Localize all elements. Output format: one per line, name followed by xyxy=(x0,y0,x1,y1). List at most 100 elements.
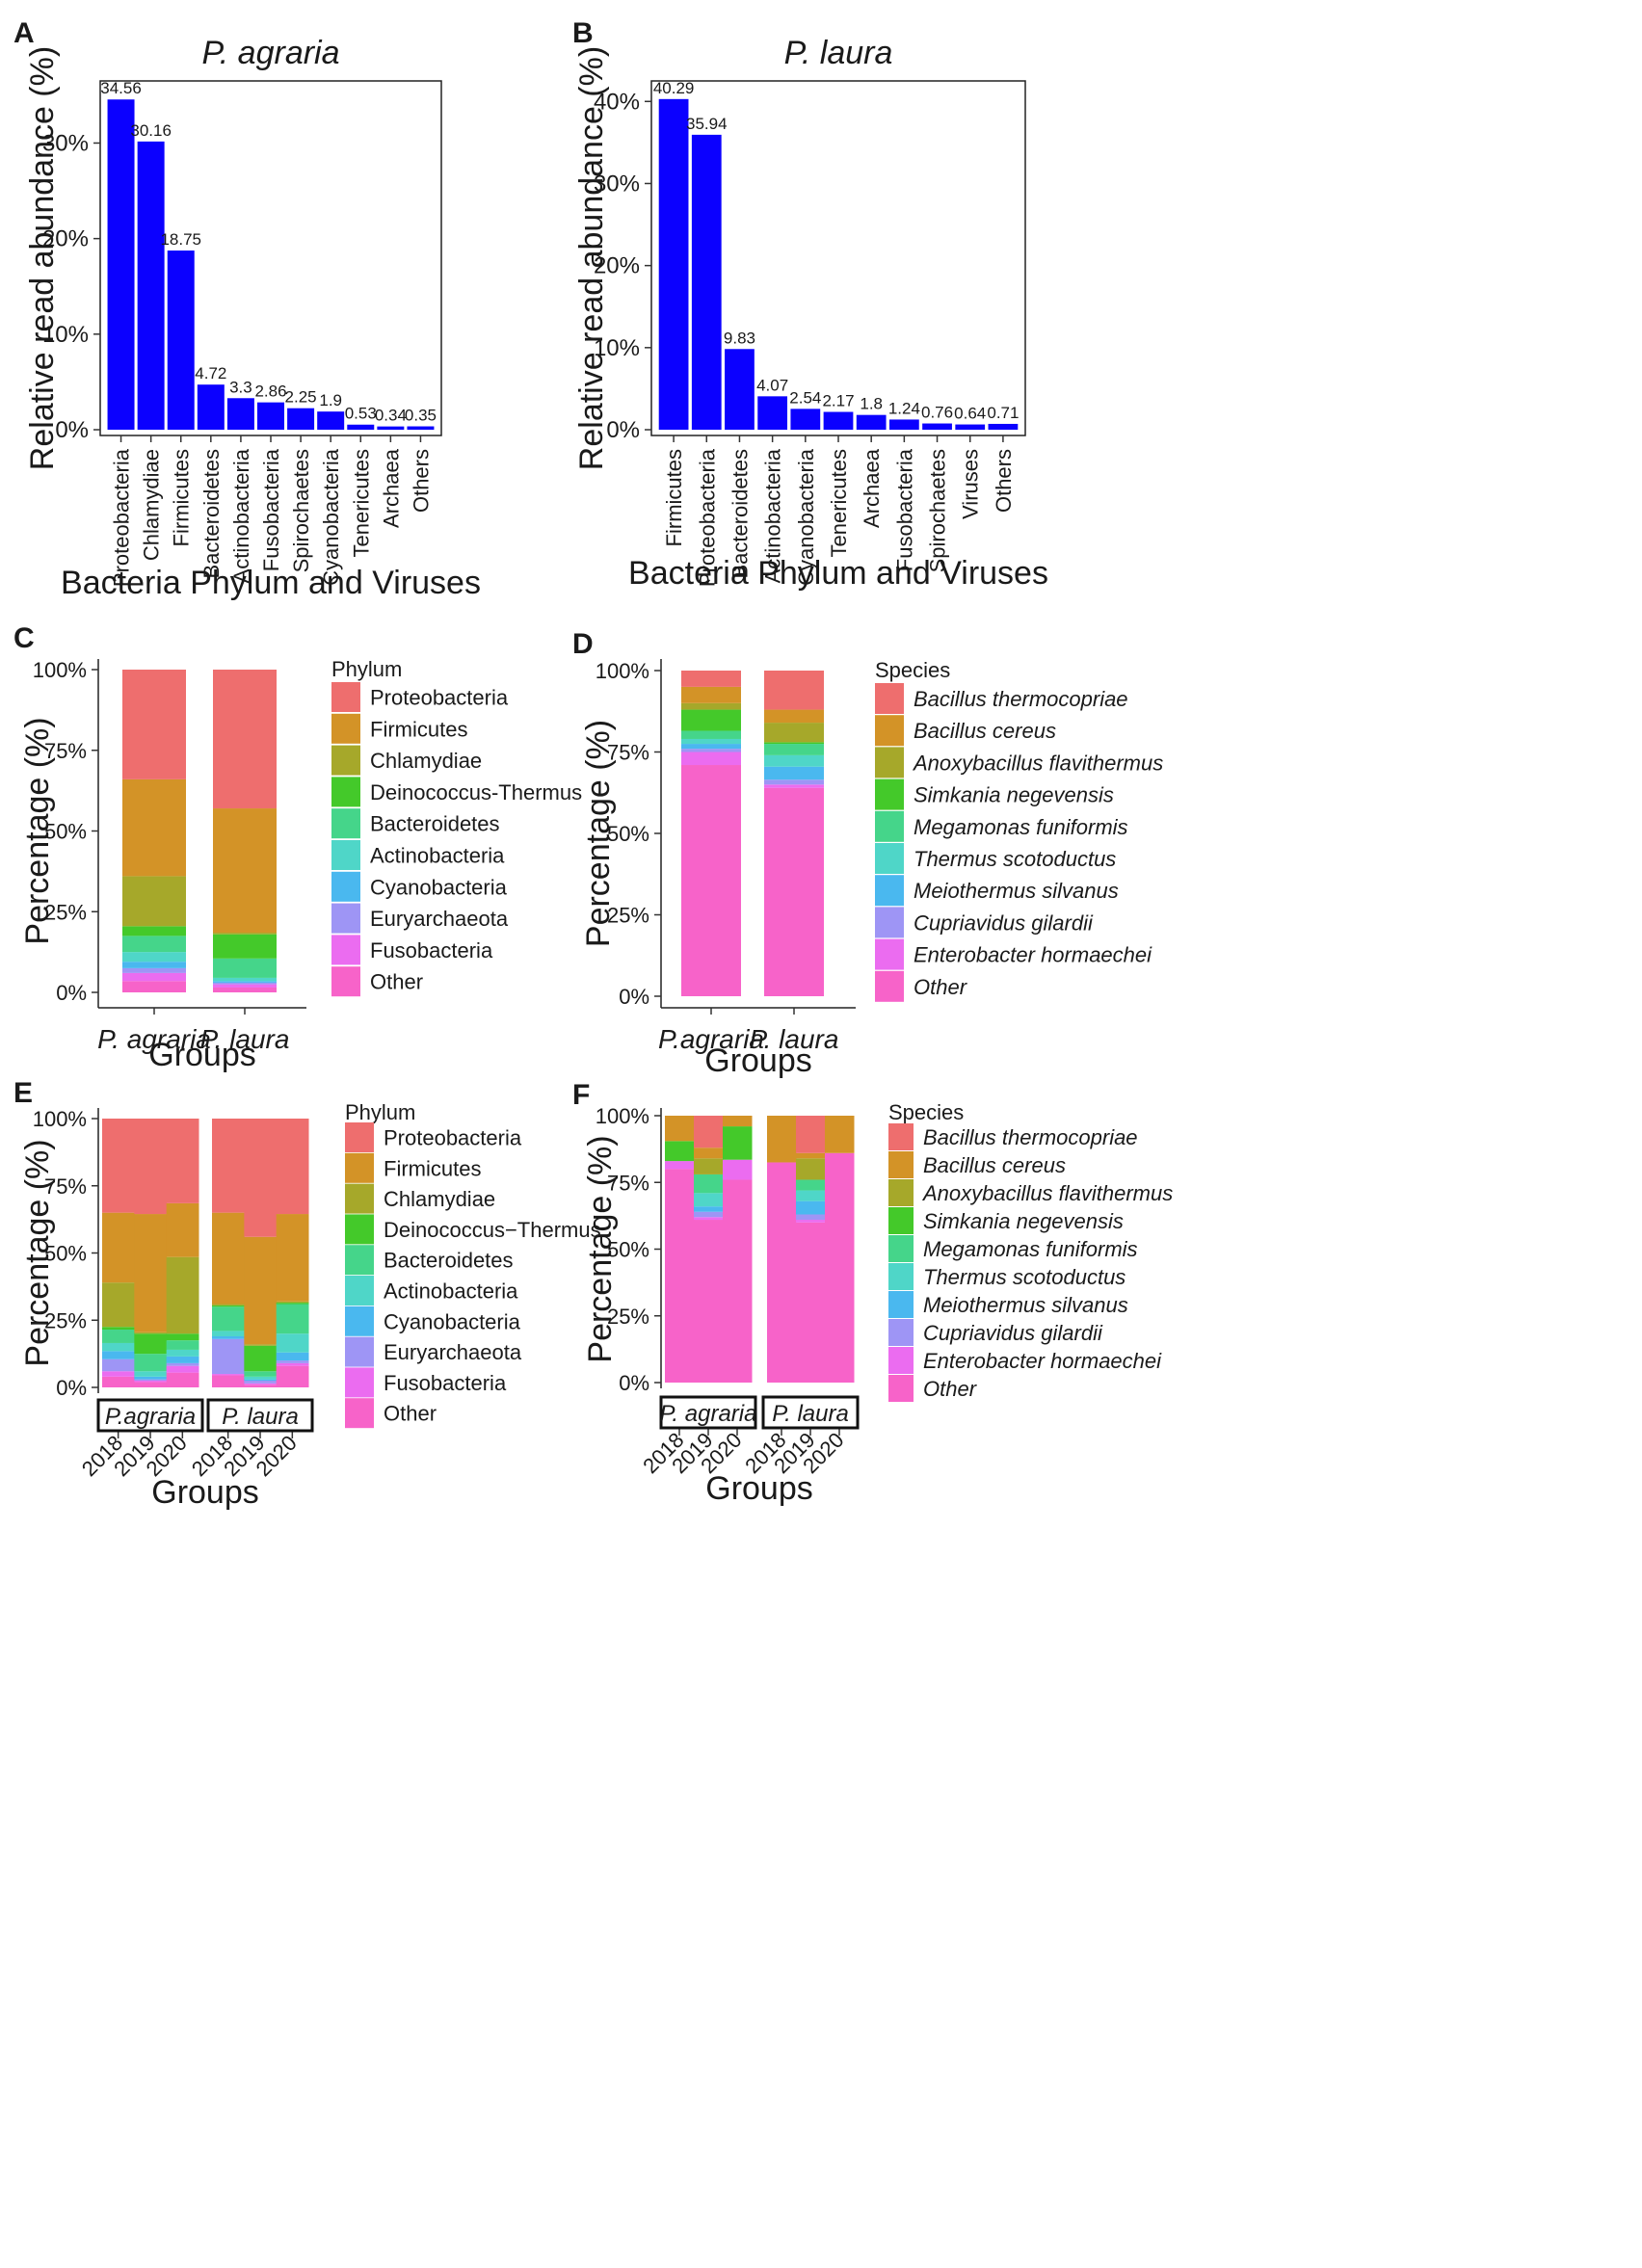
segment-meiothermus-silvanus xyxy=(764,766,824,780)
legend-item: Anoxybacillus flavithermus xyxy=(921,1181,1173,1205)
category-label: Cyanobacteria xyxy=(794,448,818,586)
category-label: Bacteroidetes xyxy=(728,449,752,579)
legend-title: Phylum xyxy=(345,1100,415,1124)
bar-firmicutes xyxy=(658,98,689,430)
segment-bacteroidetes xyxy=(102,1330,135,1343)
segment-meiothermus-silvanus xyxy=(796,1200,826,1215)
data-label: 0.76 xyxy=(921,404,953,422)
segment-chlamydiae xyxy=(276,1301,309,1304)
segment-other xyxy=(665,1169,695,1383)
y-axis-title: Relative read abundance (%) xyxy=(573,46,610,470)
legend-swatch xyxy=(331,966,360,997)
category-label: Cyanobacteria xyxy=(319,448,343,586)
segment-proteobacteria xyxy=(244,1119,278,1237)
segment-cyanobacteria xyxy=(102,1351,135,1359)
segment-firmicutes xyxy=(122,778,186,877)
segment-enterobacter-hormaechei xyxy=(796,1220,826,1223)
legend-swatch xyxy=(331,935,360,965)
data-label: 18.75 xyxy=(160,230,201,249)
segment-bacillus-thermocopriae xyxy=(681,671,741,687)
data-label: 1.24 xyxy=(888,399,920,417)
group-label: P. laura xyxy=(750,1024,839,1054)
segment-euryarchaeota xyxy=(244,1381,278,1384)
group-label: P. agraria xyxy=(97,1024,211,1054)
y-tick-label: 0% xyxy=(619,985,649,1009)
category-label: Fusobacteria xyxy=(892,448,916,571)
segment-cupriavidus-gilardii xyxy=(764,779,824,785)
legend-item: Meiothermus silvanus xyxy=(914,879,1119,903)
facet-label: P.agraria xyxy=(105,1404,196,1430)
panel-b: B P. laura 0% 10% 20% 30% 40% 40.29 Firmicutes 35… xyxy=(572,17,1048,592)
legend-swatch xyxy=(331,808,360,839)
data-label: 2.86 xyxy=(254,382,286,401)
segment-cupriavidus-gilardii xyxy=(796,1214,826,1221)
bar-tenericutes xyxy=(823,411,854,430)
segment-thermus-scotoductus xyxy=(764,754,824,767)
y-tick-label: 30% xyxy=(594,171,640,197)
segment-euryarchaeota xyxy=(166,1362,199,1366)
legend-item: Proteobacteria xyxy=(370,686,509,710)
segment-enterobacter-hormaechei xyxy=(764,784,824,788)
legend-item: Other xyxy=(923,1377,978,1401)
segment-deinococcus-thermus xyxy=(276,1303,309,1305)
segment-actinobacteria xyxy=(213,977,277,982)
data-label: 4.72 xyxy=(195,364,226,382)
legend-item: Megamonas funiformis xyxy=(923,1237,1138,1261)
segment-actinobacteria xyxy=(244,1376,278,1380)
y-tick-label: 75% xyxy=(44,739,87,763)
y-tick-label: 25% xyxy=(44,1308,87,1332)
category-label: Spirochaetes xyxy=(289,449,313,572)
legend-item: Enterobacter hormaechei xyxy=(923,1349,1162,1373)
legend-swatch xyxy=(331,840,360,870)
segment-fusobacteria xyxy=(102,1371,135,1377)
segment-bacillus-cereus xyxy=(694,1147,724,1159)
segment-proteobacteria xyxy=(134,1119,168,1215)
legend-item: Proteobacteria xyxy=(384,1126,522,1150)
data-label: 4.07 xyxy=(756,376,788,394)
panel-label: E xyxy=(13,1077,33,1109)
segment-deinococcus-thermus xyxy=(244,1345,278,1372)
segment-cyanobacteria xyxy=(213,981,277,983)
legend-swatch xyxy=(888,1123,914,1150)
y-tick-label: 25% xyxy=(44,900,87,924)
segment-bacillus-thermocopriae xyxy=(764,671,824,710)
panel-label: D xyxy=(572,628,594,660)
x-axis-title: Groups xyxy=(148,1037,256,1073)
y-tick-label: 25% xyxy=(607,1305,649,1329)
y-tick-label: 100% xyxy=(596,1104,649,1128)
segment-fusobacteria xyxy=(244,1383,278,1385)
category-label: Firmicutes xyxy=(662,449,686,546)
legend-title: Phylum xyxy=(331,657,402,681)
legend-swatch xyxy=(888,1263,914,1290)
bar-actinobacteria xyxy=(757,396,788,430)
segment-megamonas-funiformis xyxy=(694,1174,724,1194)
legend-item: Enterobacter hormaechei xyxy=(914,943,1152,967)
segment-chlamydiae xyxy=(122,876,186,927)
segment-cyanobacteria xyxy=(166,1356,199,1363)
legend-item: Other xyxy=(384,1402,437,1426)
bar-cyanobacteria xyxy=(317,411,345,430)
legend-swatch xyxy=(875,938,904,970)
segment-bacillus-cereus xyxy=(825,1116,855,1153)
panel-e: E0%25%50%75%100%201820192020P.agraria201… xyxy=(13,1077,601,1511)
segment-other xyxy=(212,1375,245,1387)
legend-item: Cyanobacteria xyxy=(370,875,508,899)
segment-megamonas-funiformis xyxy=(681,730,741,739)
y-tick-label: 100% xyxy=(33,658,87,682)
data-label: 1.8 xyxy=(860,395,883,413)
segment-simkania-negevensis xyxy=(681,709,741,731)
legend-swatch xyxy=(875,843,904,874)
y-tick-label: 50% xyxy=(44,1242,87,1266)
bar-cyanobacteria xyxy=(790,409,821,430)
bar-bacteroidetes xyxy=(725,349,755,430)
legend-swatch xyxy=(345,1183,374,1214)
segment-chlamydiae xyxy=(166,1256,199,1334)
facet-label: P. agraria xyxy=(660,1401,757,1427)
x-axis-title: Groups xyxy=(704,1042,812,1079)
segment-megamonas-funiformis xyxy=(796,1179,826,1191)
data-label: 0.64 xyxy=(954,405,986,423)
segment-thermus-scotoductus xyxy=(796,1190,826,1201)
category-label: Chlamydiae xyxy=(140,449,164,561)
segment-fusobacteria xyxy=(166,1365,199,1373)
segment-euryarchaeota xyxy=(102,1358,135,1372)
